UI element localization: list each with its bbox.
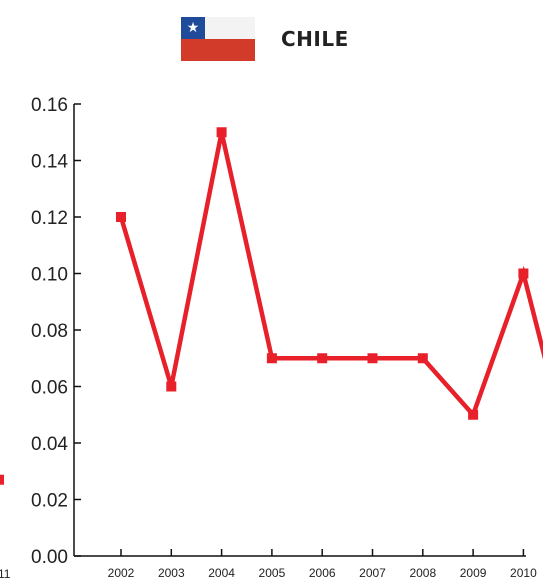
data-point-2002 — [116, 212, 126, 222]
data-point-2007 — [367, 353, 378, 364]
x-tick-label: 2004 — [208, 566, 235, 580]
y-tick-label: 0.02 — [31, 491, 68, 512]
partial-x-tick-label: 11 — [0, 567, 11, 581]
data-point-2006 — [317, 353, 328, 364]
x-tick-label: 2009 — [460, 566, 487, 580]
x-tick-label: 2003 — [158, 566, 185, 580]
y-tick-label: 0.16 — [31, 95, 68, 116]
series-line — [118, 131, 543, 420]
x-tick-label: 2006 — [309, 566, 336, 580]
x-tick-label: 2005 — [259, 566, 286, 580]
data-point-2005 — [266, 353, 277, 364]
x-tick-label: 2007 — [359, 566, 386, 580]
chart-header: ★ CHILE — [181, 16, 349, 62]
x-tick-label: 2002 — [108, 566, 135, 580]
y-tick-label: 0.06 — [31, 378, 68, 399]
flag-star-icon: ★ — [181, 17, 205, 39]
data-point-2010 — [518, 268, 529, 279]
flag-red-band — [181, 39, 255, 61]
data-point-2009 — [468, 409, 479, 420]
x-tick-label: 2010 — [510, 566, 537, 580]
y-tick-label: 0.08 — [31, 321, 68, 342]
x-tick-label: 2008 — [409, 566, 436, 580]
partial-data-point — [0, 474, 4, 485]
data-point-2003 — [166, 381, 177, 392]
y-tick-label: 0.14 — [31, 152, 68, 173]
chile-flag-icon: ★ — [181, 17, 255, 61]
data-point-2004 — [216, 127, 227, 138]
data-point-2008 — [417, 353, 428, 364]
chart-title: CHILE — [281, 27, 349, 51]
y-tick-label: 0.04 — [31, 434, 68, 455]
y-tick-label: 0.12 — [31, 208, 68, 229]
y-tick-label: 0.10 — [31, 265, 68, 286]
y-tick-label: 0.00 — [31, 547, 68, 568]
